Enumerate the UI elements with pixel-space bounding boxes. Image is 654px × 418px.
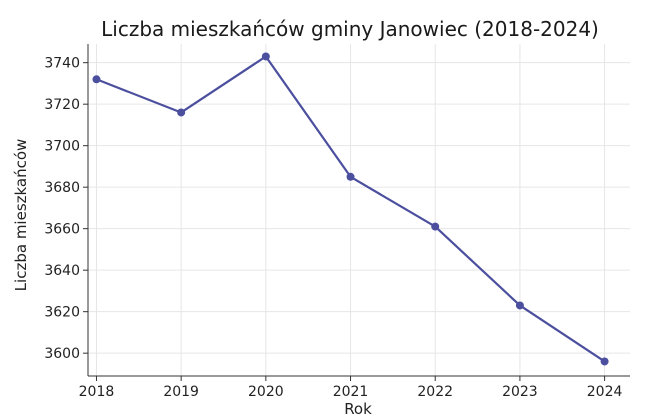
x-tick-label: 2021 <box>333 384 369 400</box>
x-axis-ticks: 2018 2019 2020 2021 2022 2023 2024 <box>79 376 623 400</box>
y-tick-label: 3660 <box>44 222 80 238</box>
data-point <box>600 357 609 366</box>
y-tick-label: 3740 <box>44 56 80 72</box>
data-point <box>261 52 270 61</box>
grid <box>88 44 630 376</box>
x-axis-label: Rok <box>344 400 372 418</box>
data-point <box>431 222 440 231</box>
x-tick-label: 2018 <box>79 384 115 400</box>
x-tick-label: 2024 <box>587 384 623 400</box>
data-point <box>346 172 355 181</box>
data-point <box>92 75 101 84</box>
y-tick-label: 3600 <box>44 346 80 362</box>
y-tick-label: 3640 <box>44 263 80 279</box>
x-tick-label: 2019 <box>163 384 199 400</box>
data-point <box>177 108 186 117</box>
x-tick-label: 2022 <box>417 384 453 400</box>
series <box>92 52 609 366</box>
data-point <box>515 301 524 310</box>
y-axis-label: Liczba mieszkańców <box>12 139 30 292</box>
y-tick-label: 3720 <box>44 97 80 113</box>
x-tick-label: 2023 <box>502 384 538 400</box>
axes <box>87 44 630 377</box>
y-tick-label: 3620 <box>44 305 80 321</box>
chart-title: Liczba mieszkańców gminy Janowiec (2018-… <box>101 17 599 41</box>
y-tick-label: 3680 <box>44 180 80 196</box>
y-tick-label: 3700 <box>44 139 80 155</box>
x-tick-label: 2020 <box>248 384 284 400</box>
y-axis-ticks: 3600 3620 3640 3660 3680 3700 3720 3740 <box>44 56 88 362</box>
